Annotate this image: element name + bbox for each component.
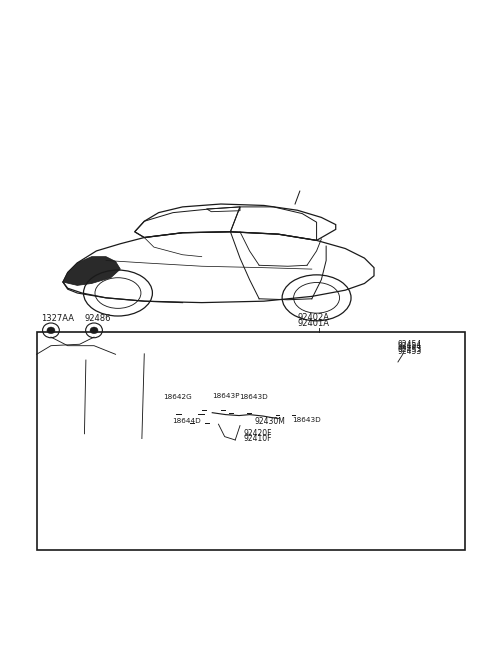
Text: 92454: 92454 bbox=[398, 341, 422, 350]
Text: 92486: 92486 bbox=[84, 314, 111, 323]
Text: 92453: 92453 bbox=[398, 345, 422, 354]
Text: 18643D: 18643D bbox=[239, 394, 268, 400]
Ellipse shape bbox=[90, 327, 98, 333]
Text: 92453: 92453 bbox=[398, 347, 422, 356]
Text: 18642G: 18642G bbox=[163, 394, 192, 400]
Text: 92401A: 92401A bbox=[298, 318, 329, 328]
Text: 92402A: 92402A bbox=[298, 312, 329, 322]
Text: 92410F: 92410F bbox=[244, 434, 272, 443]
Text: 18643P: 18643P bbox=[212, 393, 240, 400]
Text: 92430M: 92430M bbox=[254, 417, 285, 426]
Text: 1327AA: 1327AA bbox=[41, 314, 74, 323]
Text: 18644D: 18644D bbox=[172, 418, 201, 424]
Text: 18643D: 18643D bbox=[292, 417, 321, 423]
Text: 92454: 92454 bbox=[398, 339, 422, 348]
Ellipse shape bbox=[47, 327, 55, 333]
Text: 92420F: 92420F bbox=[244, 428, 272, 438]
Bar bbox=[36, 332, 465, 550]
Polygon shape bbox=[63, 257, 120, 286]
